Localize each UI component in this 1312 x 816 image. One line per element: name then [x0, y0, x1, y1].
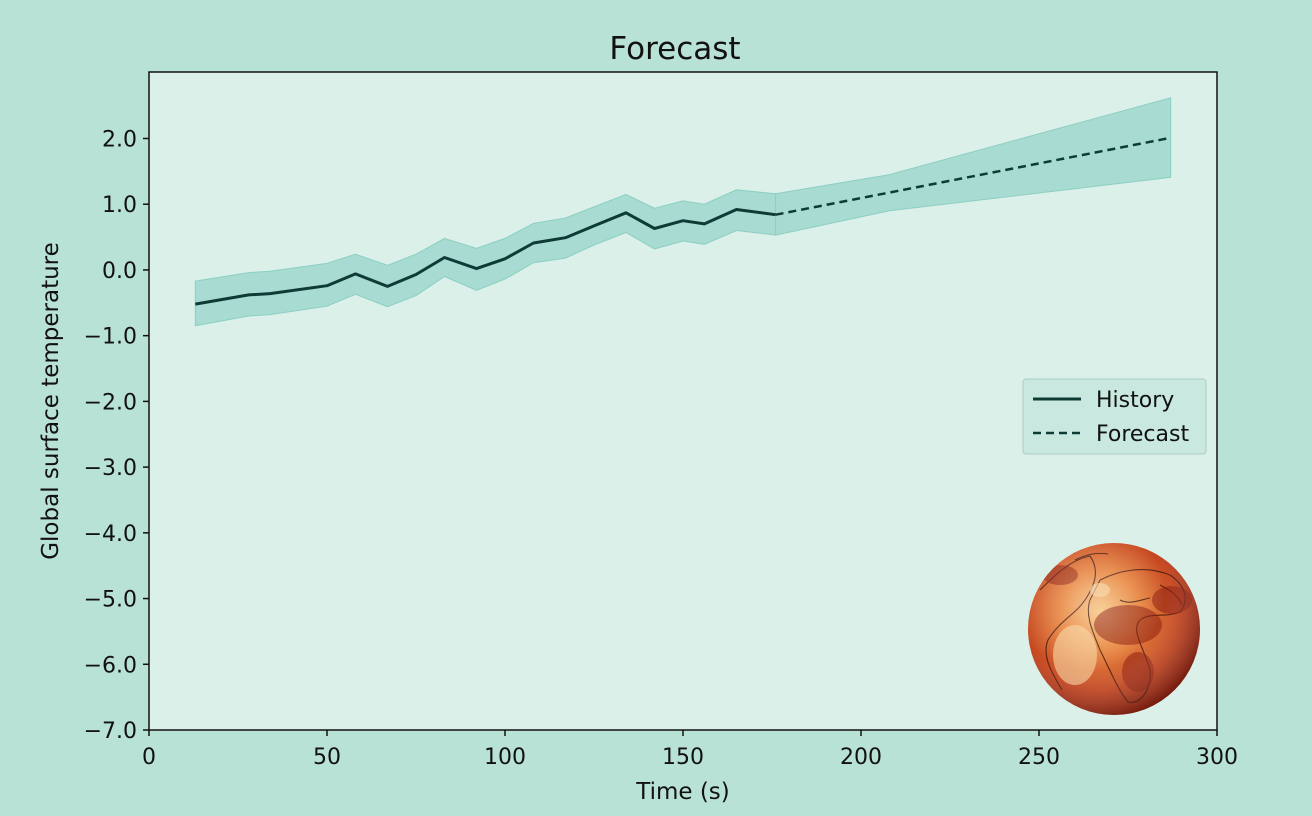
- series-lines: [195, 136, 1171, 306]
- uncertainty-bands: [194, 97, 1172, 327]
- forecast-line: [775, 136, 1171, 216]
- x-tick-label: 0: [142, 745, 156, 770]
- x-axis-label: Time (s): [635, 779, 730, 805]
- y-tick-label: 2.0: [102, 128, 137, 153]
- x-tick-label: 300: [1196, 745, 1238, 770]
- earth-globe-image: [1028, 543, 1200, 715]
- legend-forecast-label: Forecast: [1096, 422, 1189, 447]
- x-tick-label: 100: [484, 745, 526, 770]
- forecast-band: [775, 97, 1172, 236]
- history-line: [195, 208, 776, 306]
- legend: History Forecast: [1022, 378, 1207, 455]
- y-tick-label: −1.0: [84, 325, 137, 350]
- y-tick-label: −6.0: [84, 653, 137, 678]
- y-tick-label: −4.0: [84, 522, 137, 547]
- y-tick-label: −2.0: [84, 390, 137, 415]
- legend-history-label: History: [1096, 388, 1174, 413]
- x-axis: 0 50 100 150 200 250 300: [142, 730, 1238, 770]
- x-tick-label: 250: [1018, 745, 1060, 770]
- x-tick-label: 200: [840, 745, 882, 770]
- x-tick-label: 50: [313, 745, 341, 770]
- y-tick-label: 0.0: [102, 259, 137, 284]
- y-tick-label: −7.0: [84, 719, 137, 744]
- chart-title: Forecast: [609, 31, 740, 67]
- y-tick-label: 1.0: [102, 193, 137, 218]
- y-tick-label: −5.0: [84, 588, 137, 613]
- x-tick-label: 150: [662, 745, 704, 770]
- y-tick-label: −3.0: [84, 456, 137, 481]
- y-axis: −7.0 −6.0 −5.0 −4.0 −3.0 −2.0 −1.0 0.0 1.0 2.0: [84, 128, 149, 744]
- y-axis-label: Global surface temperature: [38, 242, 64, 560]
